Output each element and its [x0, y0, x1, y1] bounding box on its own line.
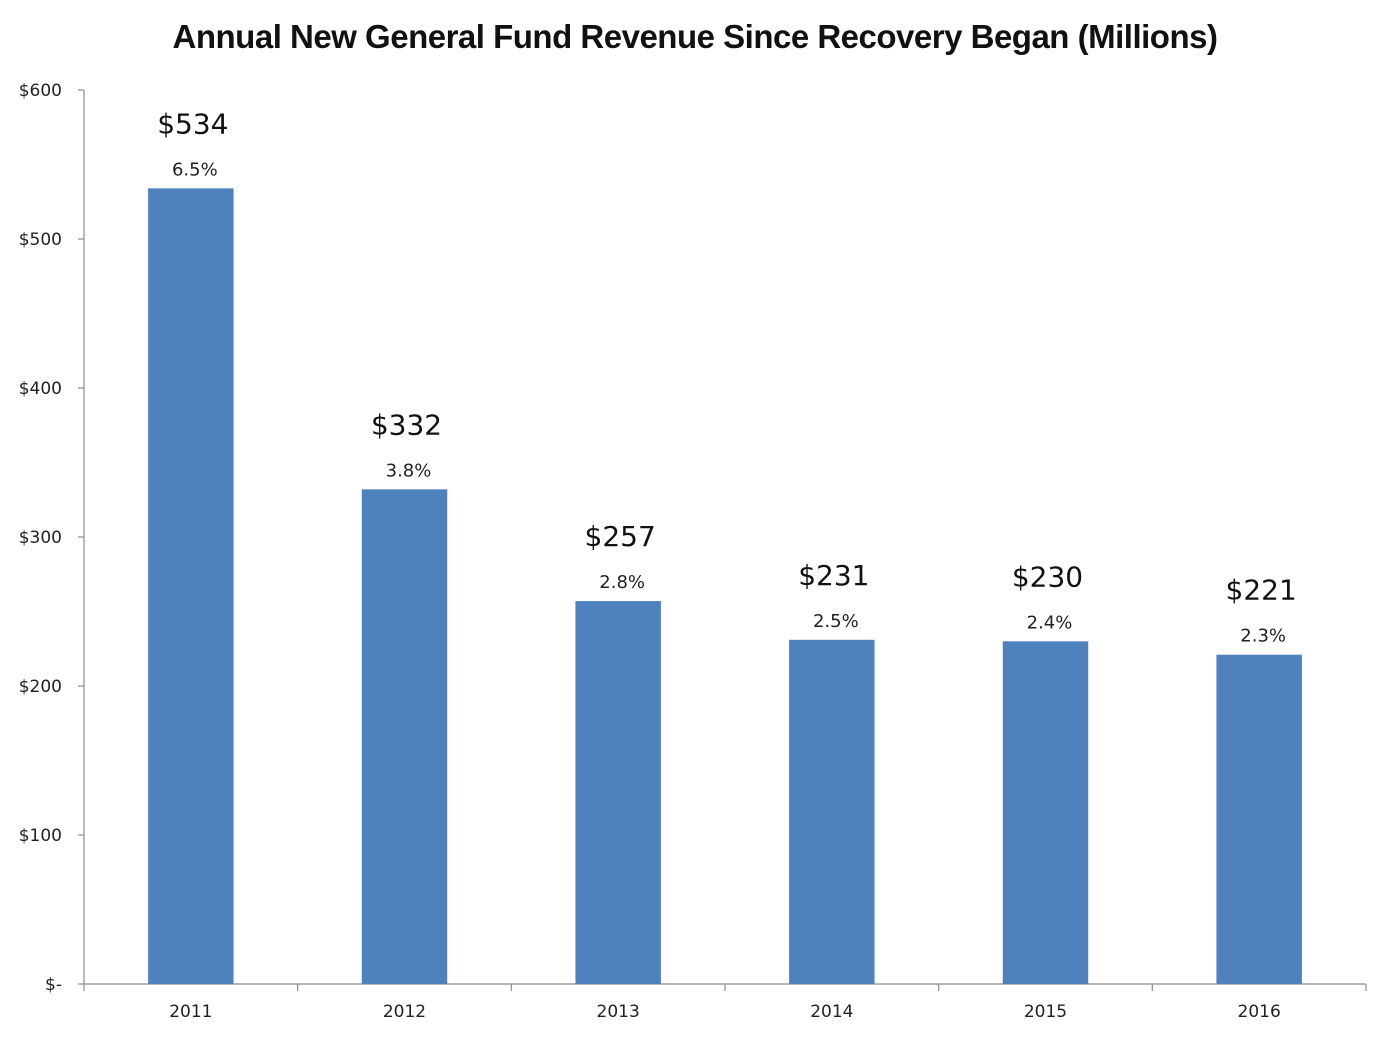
x-tick-label: 2011	[169, 1002, 212, 1022]
percent-label: 2.8%	[599, 572, 645, 593]
percent-label: 3.8%	[386, 460, 432, 481]
percent-label: 6.5%	[172, 159, 218, 180]
value-label: $257	[585, 520, 656, 553]
value-label: $230	[1012, 560, 1083, 593]
y-tick-label: $100	[19, 826, 62, 846]
chart-labels: 2011 6.5% $534 2012 3.8% $332 2013 2.8% $257 2014…	[157, 107, 1297, 1022]
percent-label: 2.5%	[813, 611, 859, 632]
value-label: $332	[371, 408, 442, 441]
bar-2015	[1002, 641, 1089, 984]
value-label: $534	[157, 107, 228, 140]
y-tick-label: $200	[19, 677, 62, 697]
x-tick-label: 2013	[597, 1002, 640, 1022]
chart-title: Annual New General Fund Revenue Since Re…	[172, 18, 1218, 55]
y-tick-label: $500	[19, 230, 62, 250]
y-tick-label: $-	[45, 975, 62, 995]
percent-label: 2.4%	[1027, 612, 1073, 633]
chart-bars	[148, 188, 1302, 985]
bar-2014	[789, 639, 875, 984]
x-tick-label: 2014	[810, 1002, 853, 1022]
y-tick-label: $400	[19, 379, 62, 399]
y-tick-label: $300	[19, 528, 62, 548]
x-tick-label: 2012	[383, 1002, 426, 1022]
percent-label: 2.3%	[1240, 626, 1286, 647]
y-tick-label: $600	[19, 81, 62, 101]
bar-2016	[1216, 654, 1302, 984]
value-label: $221	[1226, 574, 1297, 607]
x-tick-label: 2016	[1238, 1002, 1281, 1022]
bar-2013	[575, 601, 661, 984]
chart-axes: $- $100 $200 $300 $400 $500 $600	[19, 81, 1367, 995]
value-label: $231	[798, 559, 869, 592]
x-tick-label: 2015	[1024, 1002, 1067, 1022]
bar-2012	[361, 489, 448, 984]
bar-2011	[148, 188, 234, 985]
